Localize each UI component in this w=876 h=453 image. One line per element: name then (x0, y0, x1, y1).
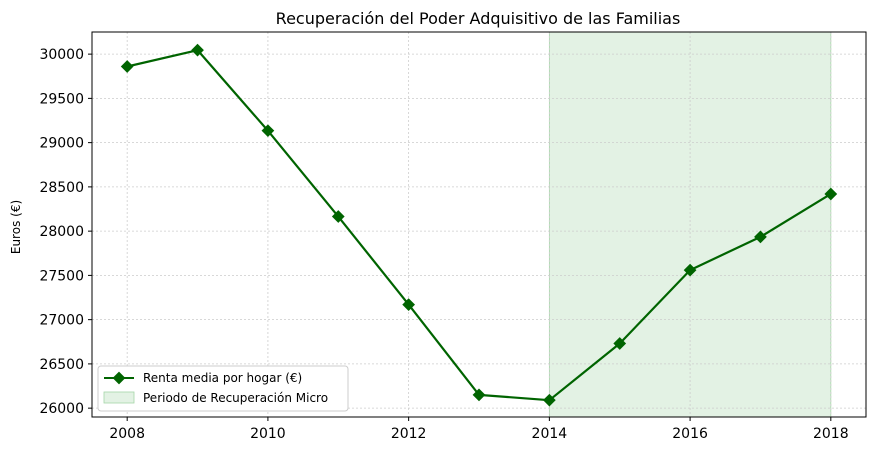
legend-box (97, 365, 349, 412)
y-tick-label: 26500 (39, 357, 84, 373)
data-point (472, 388, 486, 402)
y-tick-label: 28500 (39, 180, 84, 196)
y-tick-label: 29000 (39, 136, 84, 152)
data-point (402, 298, 416, 311)
y-tick-label: 27000 (39, 313, 84, 329)
legend: Renta media por hogar (€) Periodo de Rec… (97, 365, 349, 412)
x-tick-label: 2008 (109, 426, 145, 442)
plot-frame (91, 31, 867, 418)
y-tick-label: 26000 (39, 401, 84, 417)
y-tick-label: 29500 (39, 91, 84, 107)
x-tick-label: 2012 (391, 426, 427, 442)
x-tick-label: 2018 (813, 426, 849, 442)
x-tick-label: 2016 (672, 426, 708, 442)
legend-label-renta: Renta media por hogar (€) (143, 371, 302, 385)
legend-shade-swatch (103, 391, 135, 404)
data-point (331, 210, 345, 223)
y-tick-label: 28000 (39, 224, 84, 240)
chart-title: Recuperación del Poder Adquisitivo de la… (276, 9, 681, 28)
legend-diamond-marker (112, 371, 126, 385)
data-point (191, 43, 204, 57)
y-axis-label: Euros (€) (9, 200, 23, 254)
x-tick-label: 2014 (532, 426, 568, 442)
data-point (120, 60, 134, 73)
legend-label-periodo: Periodo de Recuperación Micro (143, 391, 328, 405)
x-tick-label: 2010 (250, 426, 286, 442)
y-tick-label: 27500 (39, 268, 84, 284)
y-tick-label: 30000 (39, 47, 84, 63)
